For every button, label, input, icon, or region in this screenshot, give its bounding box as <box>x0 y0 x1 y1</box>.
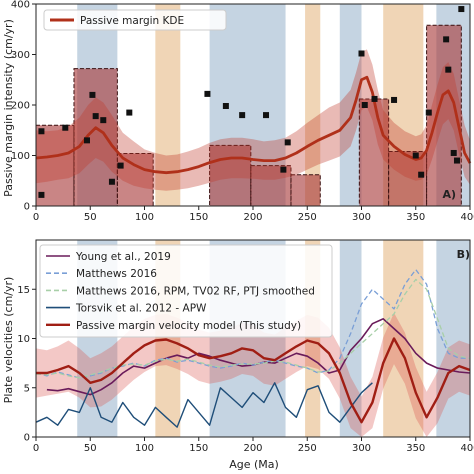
panel-b-xlabel: Age (Ma) <box>229 458 279 471</box>
panel-b-xtick-label: 200 <box>243 443 262 454</box>
panel-a-bar <box>116 152 154 207</box>
panel-a-frame <box>35 3 471 207</box>
panel-b-ytick-label: 0 <box>24 433 30 444</box>
panel-a-point <box>204 90 211 97</box>
panel-b-xtick-label: 50 <box>84 443 97 454</box>
panel-a-xtick-label: 350 <box>406 212 425 223</box>
panel-a-point <box>391 96 398 103</box>
panel-a-xtick-label: 300 <box>352 212 371 223</box>
panel-b-yticks: 0 5 10 15 <box>17 285 36 444</box>
panel-a-age-band <box>305 4 321 206</box>
panel-a-xtick-label: 150 <box>189 212 208 223</box>
panel-a-point <box>92 113 99 120</box>
panel-a-point <box>108 178 115 185</box>
panel-b-xtick-label: 350 <box>406 443 425 454</box>
panel-a-point <box>62 124 69 131</box>
panel-a-point <box>458 6 465 13</box>
panel-b-xtick-label: 100 <box>135 443 154 454</box>
panel-b-ylabel: Plate velocities (cm/yr) <box>2 277 15 404</box>
panel-a-point <box>443 36 450 43</box>
panel-a-point <box>263 112 270 119</box>
panel-a-age-band <box>339 4 362 206</box>
panel-a-point <box>412 152 419 159</box>
panel-b: Plate velocities (cm/yr) 0 50 100 150 200 250… <box>2 239 474 471</box>
panel-a-xtick-label: 250 <box>298 212 317 223</box>
panel-a-point <box>239 112 246 119</box>
panel-b-tag: B) <box>457 248 470 261</box>
panel-b-lines <box>35 268 471 428</box>
panel-a-ytick-label: 400 <box>11 0 30 11</box>
panel-a-point <box>100 117 107 124</box>
panel-b-ytick-label: 5 <box>24 383 30 394</box>
panel-a-bar <box>209 144 252 207</box>
panel-a-point <box>418 171 425 178</box>
panel-a-point <box>83 137 90 144</box>
panel-a-ytick-label: 0 <box>24 202 30 213</box>
panel-a-point <box>371 95 378 102</box>
panel-b-xtick-label: 300 <box>352 443 371 454</box>
panel-b-legend-label: Matthews 2016, RPM, TV02 RF, PTJ smoothe… <box>76 285 315 297</box>
panel-a-kde-line <box>35 75 472 175</box>
panel-b-ytick-label: 15 <box>17 285 30 296</box>
panel-a-point <box>358 50 365 57</box>
panel-a-xtick-label: 0 <box>33 212 39 223</box>
panel-a-point <box>445 66 452 73</box>
panel-b-xtick-label: 150 <box>189 443 208 454</box>
panel-a-point <box>453 157 460 164</box>
panel-a-bar <box>290 174 321 207</box>
panel-a-ytick-label: 100 <box>11 151 30 162</box>
panel-b-legend-label: Matthews 2016 <box>76 268 157 280</box>
panel-a-points <box>38 6 465 198</box>
panel-b-matthews-smoothed-line <box>35 278 471 379</box>
panel-a-xtick-label: 100 <box>135 212 154 223</box>
panel-a-point <box>222 103 229 110</box>
panel-a-yticks: 0 100 200 300 400 <box>11 0 36 213</box>
panel-a-point <box>126 109 133 116</box>
panel-a-ytick-label: 200 <box>11 101 30 112</box>
panel-b-legend-box <box>39 244 333 338</box>
panel-b-ytick-label: 10 <box>17 334 30 345</box>
panel-a-xtick-label: 50 <box>84 212 97 223</box>
panel-a: Passive margin intensity (cm/yr) 0 50 100 1… <box>2 0 474 223</box>
panel-a-ytick-label: 300 <box>11 50 30 61</box>
panel-a-xtick-label: 200 <box>243 212 262 223</box>
panel-a-legend: Passive margin KDE <box>43 9 227 31</box>
panel-a-point <box>284 139 291 146</box>
panel-a-point <box>38 191 45 198</box>
panel-a-point <box>38 128 45 135</box>
panel-b-legend-label: Torsvik et al. 2012 - APW <box>75 303 207 315</box>
panel-b-frame <box>35 239 471 438</box>
panel-a-ylabel: Passive margin intensity (cm/yr) <box>2 19 15 197</box>
panel-b-torsvik-line <box>35 382 373 428</box>
panel-b-age-band <box>383 240 424 437</box>
panel-a-point <box>425 109 432 116</box>
panel-a-point <box>361 102 368 108</box>
panel-b-model-band <box>36 312 470 437</box>
panel-a-xtick-label: 400 <box>460 212 474 223</box>
panel-a-legend-box <box>43 9 227 31</box>
panel-a-bars <box>35 24 462 207</box>
panel-b-model-line <box>36 337 471 424</box>
panel-a-legend-label: Passive margin KDE <box>80 15 184 27</box>
panel-b-xtick-label: 250 <box>298 443 317 454</box>
panel-b-legend-label: Passive margin velocity model (This stud… <box>76 320 301 332</box>
panel-b-xtick-label: 400 <box>460 443 474 454</box>
panel-a-tag: A) <box>442 188 456 201</box>
panel-a-kde-line-group <box>35 75 472 175</box>
panel-b-model-band-group <box>36 312 470 437</box>
panel-a-point <box>450 149 457 156</box>
panel-b-xtick-label: 0 <box>33 443 39 454</box>
panel-b-legend-label: Young et al., 2019 <box>75 251 171 263</box>
panel-a-bar <box>358 98 390 207</box>
panel-a-xticks: 0 50 100 150 200 250 300 350 400 <box>33 206 474 223</box>
panel-b-xticks: 0 50 100 150 200 250 300 350 400 <box>33 437 474 454</box>
panel-a-point <box>89 91 96 98</box>
panel-a-point <box>280 166 287 173</box>
panel-a-point <box>117 162 124 169</box>
panel-b-legend: Young et al., 2019 Matthews 2016 Matthews … <box>39 244 333 338</box>
